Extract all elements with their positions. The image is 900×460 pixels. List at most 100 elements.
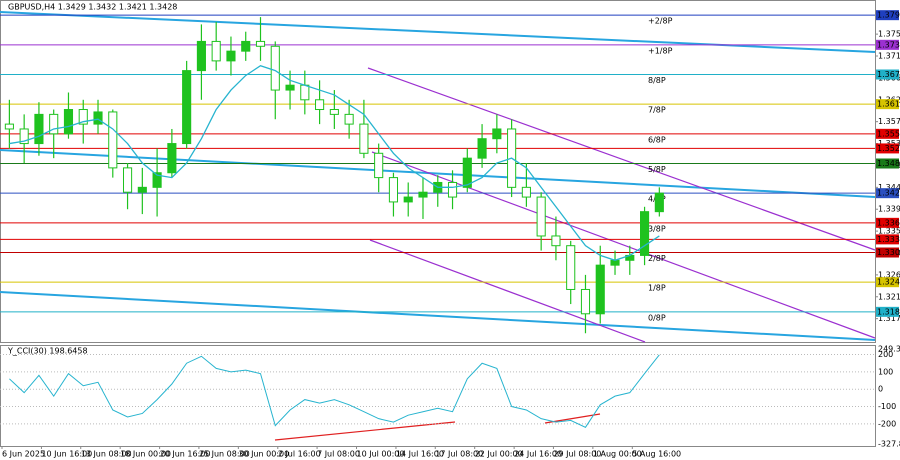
y-tick-label: 1.3260 <box>878 270 900 279</box>
candle-body <box>93 111 103 125</box>
level-label: 1.3428 <box>877 189 900 198</box>
moving-average <box>9 65 660 261</box>
murray-label: 0/8P <box>648 313 666 322</box>
candle-body <box>241 40 251 52</box>
murray-label: 7/8P <box>648 106 666 115</box>
candle-body <box>211 40 221 62</box>
murray-label: 5/8P <box>648 165 666 174</box>
candle-body <box>315 99 325 111</box>
level-box <box>876 306 899 317</box>
x-tick-label: 13 Jun 08:00 <box>81 450 132 459</box>
candle-body <box>359 123 369 154</box>
candle-body <box>329 109 339 115</box>
channel-line <box>367 67 876 251</box>
y-tick-label: -200 <box>878 419 896 428</box>
murray-label: 8/8P <box>648 76 666 85</box>
candle-body <box>108 111 118 169</box>
x-tick-label: 22 Jul 00:00 <box>475 450 523 459</box>
level-box <box>876 69 899 80</box>
candle-body <box>49 113 59 135</box>
level-label: 1.3794 <box>877 11 900 20</box>
candle-body <box>122 167 133 193</box>
level-box <box>876 10 899 21</box>
candle-body <box>374 152 384 179</box>
divergence-line <box>274 421 456 441</box>
y-tick-label: 1.3170 <box>878 314 900 323</box>
level-box <box>876 158 899 169</box>
level-box <box>876 99 899 110</box>
level-box <box>876 39 899 50</box>
candle-body <box>152 172 162 188</box>
candle-body <box>285 84 295 91</box>
level-box <box>876 277 899 288</box>
channel-line <box>369 239 646 343</box>
y-tick-label: 1.3215 <box>878 292 900 301</box>
x-tick-label: 7 Jul 08:00 <box>317 450 360 459</box>
level-label: 1.3245 <box>877 278 900 287</box>
level-label: 1.3733 <box>877 40 900 49</box>
candle-body <box>521 186 531 198</box>
murray-label: 1/8P <box>648 284 666 293</box>
level-label: 1.3672 <box>877 70 900 79</box>
candle-body <box>78 109 88 125</box>
x-tick-label: 25 Jun 08:00 <box>199 450 250 459</box>
x-tick-label: 6 Jun 2025 <box>2 450 45 459</box>
level-label: 1.3333 <box>877 235 900 244</box>
x-tick-label: 5 Aug 16:00 <box>632 450 681 459</box>
x-tick-label: 10 Jul 00:00 <box>357 450 405 459</box>
x-tick-label: 14 Jul 16:00 <box>396 450 444 459</box>
x-tick-label: 29 Jul 08:00 <box>553 450 601 459</box>
candle-body <box>344 113 354 125</box>
y-tick-label: 1.3350 <box>878 227 900 236</box>
level-label: 1.3367 <box>877 218 900 227</box>
murray-label: 6/8P <box>648 135 666 144</box>
candle-body <box>580 288 591 315</box>
candle-body <box>270 45 280 91</box>
candle-body <box>182 70 192 145</box>
candle-body <box>595 264 605 315</box>
y-tick-label: 200 <box>878 350 893 359</box>
level-label: 1.3520 <box>877 144 900 153</box>
candle-body <box>388 177 399 203</box>
candle-body <box>255 40 266 47</box>
level-label: 1.3550 <box>877 129 900 138</box>
candle-body <box>403 196 413 203</box>
candle-body <box>654 192 664 213</box>
channel-line <box>0 291 876 341</box>
candle-body <box>63 109 74 135</box>
level-box <box>876 217 899 228</box>
y-tick-label: 249.3969 <box>878 345 900 354</box>
x-tick-label: 20 Jun 16:00 <box>160 450 211 459</box>
level-box <box>876 128 899 139</box>
y-tick-label: 1.3710 <box>878 52 900 61</box>
x-tick-label: 17 Jul 08:00 <box>435 450 483 459</box>
y-tick-label: 1.3575 <box>878 117 900 126</box>
level-box <box>876 143 899 154</box>
x-tick-label: 30 Jun 00:00 <box>238 450 289 459</box>
candle-body <box>536 196 546 237</box>
price-frame <box>0 0 876 343</box>
x-tick-label: 24 Jul 16:00 <box>514 450 562 459</box>
candle-body <box>4 123 14 130</box>
level-box <box>876 188 899 199</box>
cci-title: Y_CCI(30) 198.6458 <box>7 347 88 356</box>
y-tick-label: -100 <box>878 402 896 411</box>
candle-body <box>610 259 620 266</box>
channel-line <box>0 149 876 198</box>
y-tick-label: 0 <box>878 385 883 394</box>
candle-body <box>492 128 502 140</box>
level-label: 1.3489 <box>877 159 900 168</box>
candle-body <box>551 235 561 247</box>
candle-body <box>19 128 29 145</box>
level-label: 1.3306 <box>877 248 900 257</box>
candle-body <box>640 211 650 256</box>
y-tick-label: -327.832 <box>878 440 900 449</box>
candle-body <box>462 157 472 188</box>
x-tick-label: 10 Jun 16:00 <box>41 450 92 459</box>
candle-body <box>447 181 458 198</box>
candle-body <box>34 113 44 145</box>
y-tick-label: 1.3440 <box>878 183 900 192</box>
y-tick-label: 100 <box>878 367 893 376</box>
